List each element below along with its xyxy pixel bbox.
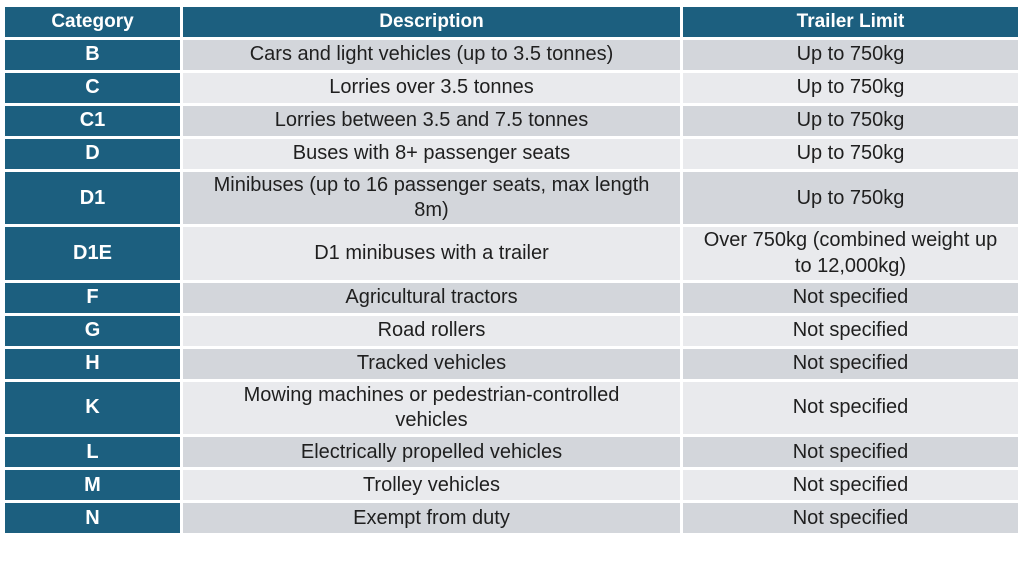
trailer-limit-cell: Not specified: [683, 315, 1018, 346]
trailer-limit-cell: Not specified: [683, 503, 1018, 534]
description-cell: Electrically propelled vehicles: [183, 437, 680, 468]
category-cell-h: H: [5, 348, 180, 379]
category-cell-f: F: [5, 282, 180, 313]
trailer-limit-cell: Up to 750kg: [683, 40, 1018, 70]
trailer-limit-cell: Not specified: [683, 437, 1018, 468]
description-cell: Trolley vehicles: [183, 470, 680, 501]
trailer-limit-cell: Up to 750kg: [683, 73, 1018, 103]
trailer-limit-cell: Up to 750kg: [683, 172, 1018, 225]
description-cell: Tracked vehicles: [183, 348, 680, 379]
trailer-limit-cell: Not specified: [683, 348, 1018, 379]
description-cell: Mowing machines or pedestrian-controlled…: [183, 381, 680, 435]
column-header-category: Category: [5, 7, 180, 37]
description-cell: D1 minibuses with a trailer: [183, 227, 680, 280]
description-cell: Lorries over 3.5 tonnes: [183, 73, 680, 103]
description-cell: Lorries between 3.5 and 7.5 tonnes: [183, 106, 680, 136]
trailer-limit-cell: Up to 750kg: [683, 139, 1018, 169]
description-cell: Cars and light vehicles (up to 3.5 tonne…: [183, 40, 680, 70]
description-cell: Agricultural tractors: [183, 282, 680, 313]
trailer-limit-cell: Up to 750kg: [683, 106, 1018, 136]
category-cell-k: K: [5, 381, 180, 435]
column-header-description: Description: [183, 7, 680, 37]
category-cell-g: G: [5, 315, 180, 346]
category-cell-b: B: [5, 40, 180, 70]
description-cell: Exempt from duty: [183, 503, 680, 534]
category-cell-c1: C1: [5, 106, 180, 136]
category-cell-d1: D1: [5, 172, 180, 225]
column-header-trailer-limit: Trailer Limit: [683, 7, 1018, 37]
description-cell: Minibuses (up to 16 passenger seats, max…: [183, 172, 680, 225]
trailer-limit-cell: Not specified: [683, 282, 1018, 313]
category-cell-d: D: [5, 139, 180, 169]
driving-licence-category-table: Category Description Trailer Limit B Car…: [5, 7, 1018, 534]
description-cell: Road rollers: [183, 315, 680, 346]
category-cell-l: L: [5, 437, 180, 468]
category-cell-d1e: D1E: [5, 227, 180, 280]
trailer-limit-cell: Over 750kg (combined weight up to 12,000…: [683, 227, 1018, 280]
trailer-limit-cell: Not specified: [683, 470, 1018, 501]
category-cell-m: M: [5, 470, 180, 501]
category-cell-c: C: [5, 73, 180, 103]
category-cell-n: N: [5, 503, 180, 534]
description-cell: Buses with 8+ passenger seats: [183, 139, 680, 169]
trailer-limit-cell: Not specified: [683, 381, 1018, 435]
